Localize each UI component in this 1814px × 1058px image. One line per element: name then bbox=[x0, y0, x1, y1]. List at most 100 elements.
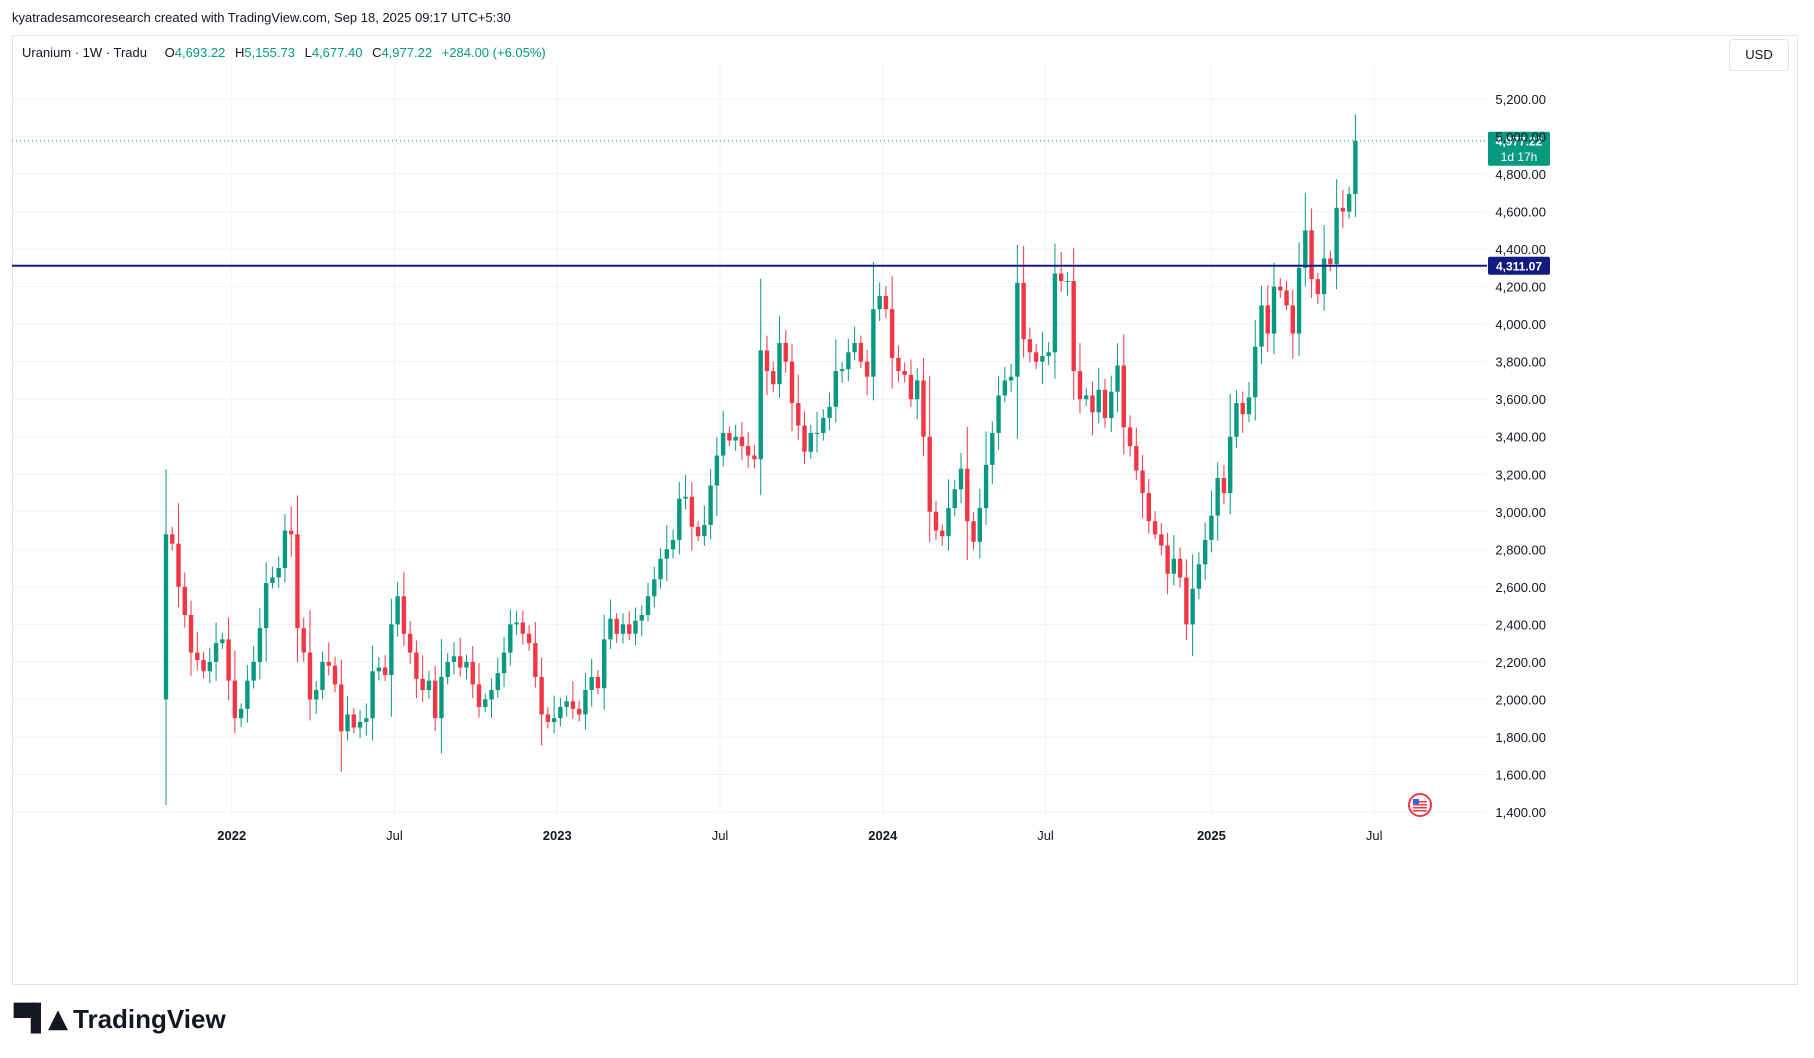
candle bbox=[689, 482, 695, 551]
candle-body bbox=[501, 652, 507, 674]
candle bbox=[495, 657, 500, 698]
candle bbox=[188, 600, 194, 676]
candle bbox=[1221, 465, 1227, 505]
candle-body bbox=[1209, 515, 1214, 540]
candle bbox=[1271, 262, 1277, 355]
candle bbox=[1246, 381, 1252, 422]
candle bbox=[1240, 391, 1245, 433]
candle bbox=[1077, 343, 1083, 414]
candle bbox=[1253, 320, 1258, 421]
candle bbox=[1290, 289, 1295, 360]
candle bbox=[170, 526, 175, 551]
candle-body bbox=[570, 701, 576, 709]
candle bbox=[576, 700, 582, 722]
candle-body bbox=[677, 498, 682, 540]
candle bbox=[276, 556, 281, 588]
candle bbox=[908, 359, 914, 407]
candle-body bbox=[1253, 346, 1258, 398]
candle-body bbox=[670, 539, 676, 550]
candle-body bbox=[1171, 558, 1177, 574]
candle bbox=[1209, 490, 1214, 553]
time-tick-label: 2024 bbox=[868, 828, 898, 843]
candle-body bbox=[1278, 286, 1283, 291]
candle-body bbox=[658, 558, 663, 580]
candle bbox=[739, 422, 745, 460]
candle bbox=[526, 625, 532, 651]
candle-body bbox=[808, 432, 813, 452]
candle-body bbox=[664, 549, 669, 559]
candle-body bbox=[733, 436, 738, 441]
candle bbox=[889, 276, 895, 389]
tradingview-logo[interactable]: ▀▌▲ TradingView bbox=[14, 1003, 226, 1035]
candle-body bbox=[1284, 290, 1289, 306]
candle bbox=[1146, 478, 1152, 534]
candle-body bbox=[608, 618, 613, 640]
candle-body bbox=[689, 496, 695, 527]
candle-body bbox=[508, 624, 513, 653]
candle-body bbox=[439, 676, 444, 719]
candle-body bbox=[263, 583, 269, 629]
candle-body bbox=[758, 350, 763, 460]
candle bbox=[1328, 250, 1333, 272]
candle bbox=[627, 611, 632, 641]
horizontal-level-tag bbox=[1488, 256, 1550, 275]
candle-body bbox=[1146, 493, 1152, 522]
price-tick-label: 1,800.00 bbox=[1495, 730, 1546, 745]
price-tick-label: 1,400.00 bbox=[1495, 805, 1546, 820]
candle bbox=[639, 605, 644, 637]
candle-body bbox=[852, 342, 857, 353]
symbol-label[interactable]: Uranium · 1W · Tradu bbox=[22, 45, 147, 60]
candle-body bbox=[789, 361, 795, 403]
candle-body bbox=[1008, 376, 1014, 381]
candle-body bbox=[727, 432, 732, 441]
candle-body bbox=[220, 639, 225, 644]
candle bbox=[902, 362, 907, 383]
candle-body bbox=[1328, 258, 1333, 265]
candle-body bbox=[702, 524, 707, 537]
candle-body bbox=[545, 714, 551, 722]
candle-body bbox=[320, 661, 325, 691]
candle bbox=[1190, 554, 1195, 657]
candle bbox=[1321, 224, 1327, 311]
candle bbox=[207, 648, 213, 684]
price-axis[interactable]: 1,400.00 1,600.00 1,800.00 2,000.00 2,200.00… bbox=[1495, 92, 1546, 820]
candle-body bbox=[1334, 207, 1339, 265]
candle bbox=[520, 610, 526, 645]
candle bbox=[1303, 193, 1308, 287]
candle-body bbox=[1303, 230, 1308, 268]
candle bbox=[1284, 280, 1289, 311]
candle-body bbox=[382, 667, 388, 676]
time-tick-label: Jul bbox=[712, 828, 729, 843]
candle bbox=[821, 409, 826, 441]
candle-body bbox=[1215, 478, 1220, 516]
candle-body bbox=[977, 508, 982, 542]
candle bbox=[1127, 415, 1133, 457]
chart-attribution: kyatradesamcoresearch created with Tradi… bbox=[12, 10, 511, 25]
close-label: C bbox=[372, 45, 382, 60]
candle bbox=[220, 632, 225, 650]
candle-body bbox=[176, 543, 181, 587]
candle-body bbox=[213, 643, 219, 662]
chart-frame[interactable] bbox=[12, 35, 1798, 985]
candle bbox=[326, 642, 331, 676]
candle bbox=[915, 368, 920, 420]
candle bbox=[946, 479, 951, 551]
candle bbox=[1134, 427, 1139, 480]
candle bbox=[332, 656, 338, 693]
tradingview-wordmark: TradingView bbox=[73, 1003, 226, 1034]
candle bbox=[476, 663, 482, 718]
us-flag-icon[interactable] bbox=[1408, 793, 1432, 817]
candle bbox=[163, 469, 169, 806]
candle-body bbox=[739, 436, 745, 447]
candle bbox=[602, 614, 607, 710]
time-axis[interactable]: 2022 Jul 2023 Jul 2024 Jul 2025 Jul bbox=[217, 828, 1382, 843]
currency-button[interactable]: USD bbox=[1729, 39, 1789, 71]
candle bbox=[677, 482, 682, 555]
candle bbox=[1259, 285, 1264, 364]
candle bbox=[1278, 277, 1283, 299]
candle bbox=[758, 278, 763, 496]
candle bbox=[595, 670, 601, 695]
candle bbox=[1152, 511, 1158, 540]
time-tick-label: 2023 bbox=[543, 828, 572, 843]
